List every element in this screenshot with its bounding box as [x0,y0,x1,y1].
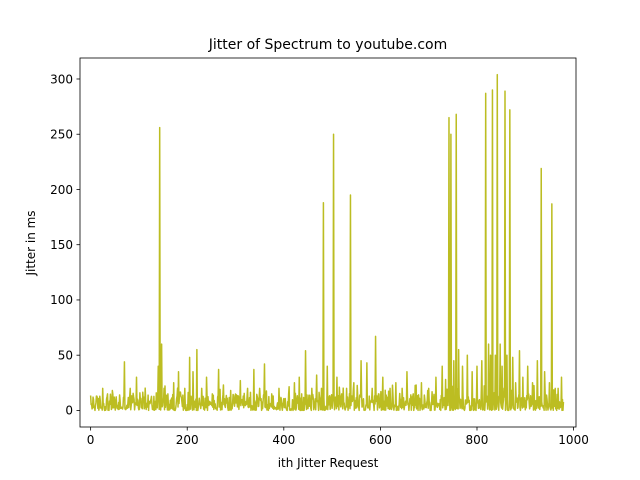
y-tick-label: 250 [50,128,73,142]
plot-area [89,73,565,412]
x-tick-label: 800 [466,433,489,447]
y-tick-label: 0 [65,404,73,418]
axes: 0 200 400 600 800 1000 0 50 100 150 200 250 300 [50,57,589,447]
axes-frame [79,57,577,428]
jitter-series-line [89,73,565,412]
x-tick-label: 0 [87,433,95,447]
y-tick-label: 300 [50,72,73,86]
x-tick-label: 1000 [558,433,589,447]
x-tick-label: 400 [272,433,295,447]
y-tick-label: 150 [50,238,73,252]
y-tick-label: 200 [50,183,73,197]
x-tick-label: 200 [176,433,199,447]
y-axis-label: Jitter in ms [24,210,38,276]
y-tick-label: 100 [50,293,73,307]
x-tick-label: 600 [369,433,392,447]
x-axis-label: ith Jitter Request [278,456,379,470]
chart-title: Jitter of Spectrum to youtube.com [208,37,448,53]
y-tick-label: 50 [58,348,73,362]
